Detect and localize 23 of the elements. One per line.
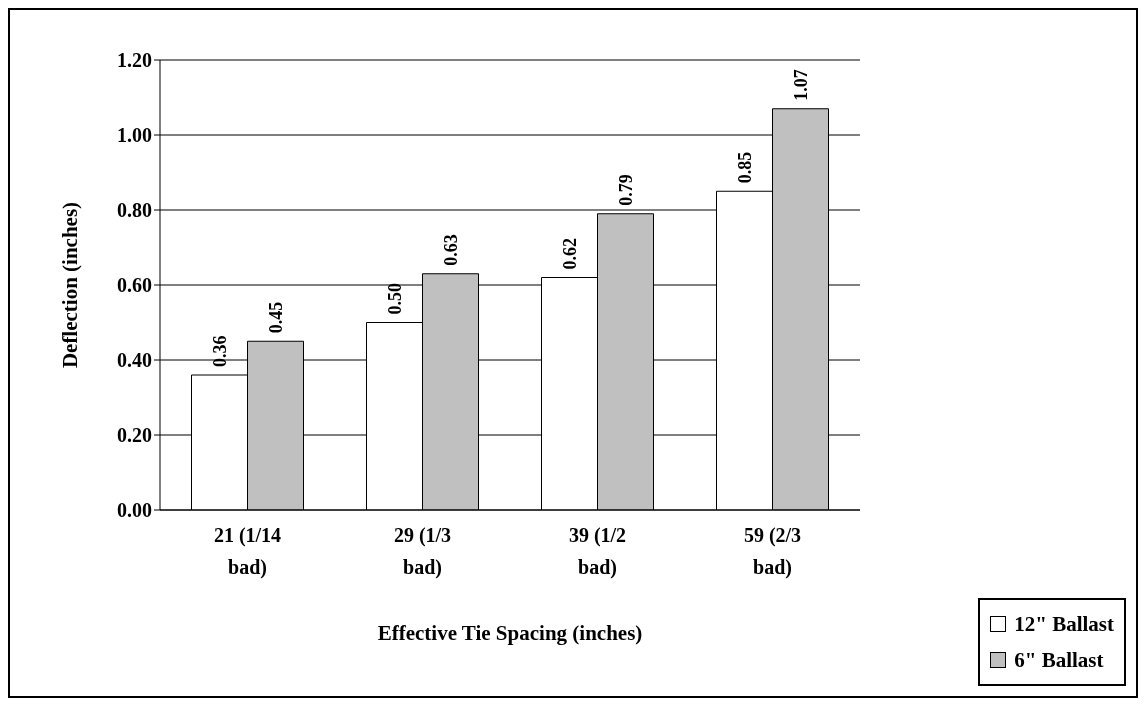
legend-label: 12" Ballast bbox=[1014, 611, 1114, 638]
x-tick-label: 39 (1/2 bad) bbox=[568, 524, 627, 579]
legend-label: 6" Ballast bbox=[1014, 647, 1104, 674]
x-tick-label: 29 (1/3 bad) bbox=[393, 524, 452, 579]
x-axis-title: Effective Tie Spacing (inches) bbox=[377, 621, 643, 645]
y-tick-label: 1.20 bbox=[117, 49, 152, 72]
y-tick-label: 1.00 bbox=[117, 124, 152, 147]
data-label: 0.45 bbox=[265, 301, 286, 334]
data-label: 0.50 bbox=[384, 283, 405, 315]
data-label: 0.79 bbox=[615, 174, 636, 206]
data-label: 0.63 bbox=[440, 234, 461, 266]
y-tick-label: 0.60 bbox=[117, 274, 152, 297]
y-tick-label: 0.20 bbox=[117, 424, 152, 447]
y-tick-label: 0.00 bbox=[117, 499, 152, 522]
y-tick-label: 0.80 bbox=[117, 199, 152, 222]
x-tick-label: 21 (1/14 bad) bbox=[213, 524, 282, 579]
y-tick-label: 0.40 bbox=[117, 349, 152, 372]
y-axis-title: Deflection (inches) bbox=[58, 201, 83, 369]
x-tick-label: 59 (2/3 bad) bbox=[743, 524, 802, 579]
data-label: 1.07 bbox=[790, 69, 811, 101]
data-label: 0.85 bbox=[734, 151, 755, 184]
data-label: 0.62 bbox=[559, 238, 580, 270]
data-label: 0.36 bbox=[209, 335, 230, 367]
